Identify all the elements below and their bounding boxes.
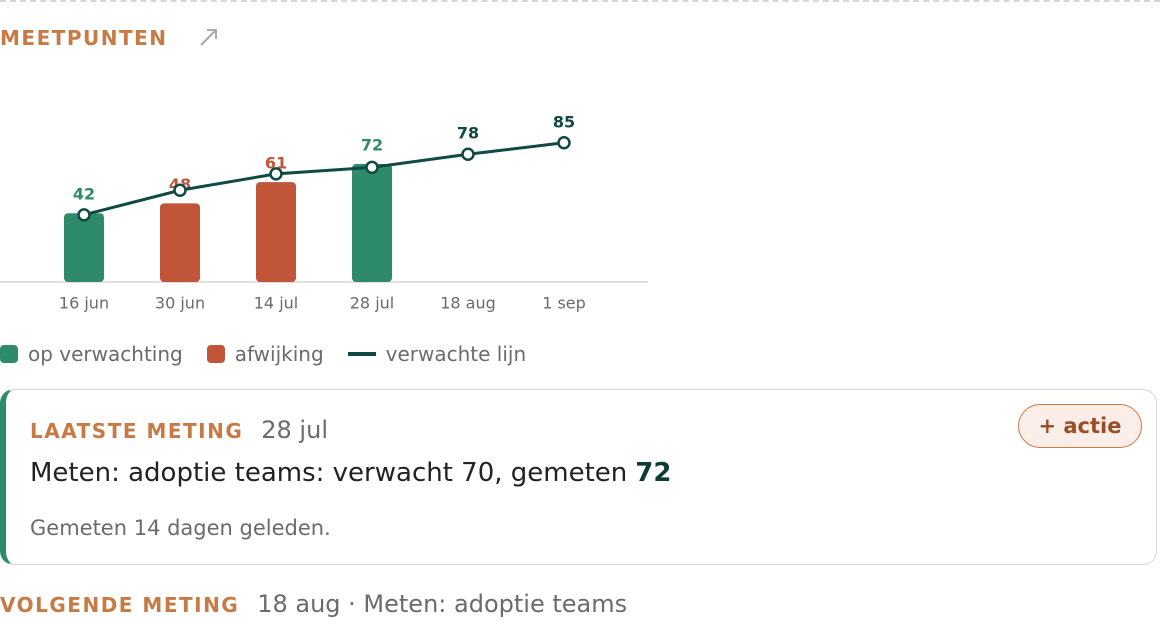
divider: [0, 0, 1160, 2]
legend-label: verwachte lijn: [385, 342, 527, 366]
data-label: 78: [457, 124, 479, 143]
data-label: 61: [265, 154, 287, 173]
legend-swatch: [0, 345, 18, 363]
card-value: 72: [635, 458, 672, 488]
legend-swatch: [206, 345, 225, 363]
line-point: [77, 208, 91, 222]
legend-item: verwachte lijn: [347, 342, 527, 366]
line-point: [269, 167, 283, 181]
card-text: Meten: adoptie teams: verwacht 70, gemet…: [30, 458, 671, 488]
expand-icon[interactable]: [198, 26, 220, 48]
card-note: Gemeten 14 dagen geleden.: [30, 516, 331, 540]
legend-label: afwijking: [234, 342, 324, 366]
expected-line: [83, 141, 565, 217]
legend-item: afwijking: [206, 342, 324, 366]
x-tick-label: 1 sep: [542, 294, 586, 313]
x-tick-label: 30 jun: [155, 294, 205, 313]
line-point: [461, 147, 475, 161]
action-button[interactable]: + actie: [1018, 404, 1142, 448]
legend-label: op verwachting: [28, 342, 183, 366]
next-label: VOLGENDE METING: [0, 593, 240, 617]
x-tick-label: 28 jul: [350, 294, 394, 313]
section-title: MEETPUNTEN: [0, 26, 168, 50]
legend-item: op verwachting: [0, 342, 183, 366]
card-label: LAATSTE METING: [30, 419, 244, 443]
card-date: 28 jul: [261, 416, 328, 444]
x-tick-label: 14 jul: [254, 294, 298, 313]
x-tick-label: 18 aug: [440, 294, 496, 313]
x-tick-label: 16 jun: [59, 294, 109, 313]
card-sentence: Meten: adoptie teams: verwacht 70, gemet…: [30, 458, 628, 488]
next-measurement: VOLGENDE METING 18 aug · Meten: adoptie …: [0, 590, 627, 618]
card-header: LAATSTE METING 28 jul: [30, 416, 328, 444]
latest-card: LAATSTE METING 28 jul Meten: adoptie tea…: [0, 389, 1157, 565]
bar: [64, 213, 104, 282]
line-point: [557, 136, 571, 150]
line-point: [365, 160, 379, 175]
next-text: 18 aug · Meten: adoptie teams: [257, 590, 628, 618]
data-label: 72: [361, 136, 383, 155]
legend-swatch: [347, 352, 376, 356]
legend: op verwachting afwijking verwachte lijn: [0, 342, 526, 366]
data-label: 85: [553, 112, 575, 131]
line-point: [173, 183, 187, 198]
data-label: 42: [73, 185, 95, 204]
bar: [352, 164, 392, 282]
bar: [160, 203, 200, 282]
bar: [256, 182, 296, 282]
